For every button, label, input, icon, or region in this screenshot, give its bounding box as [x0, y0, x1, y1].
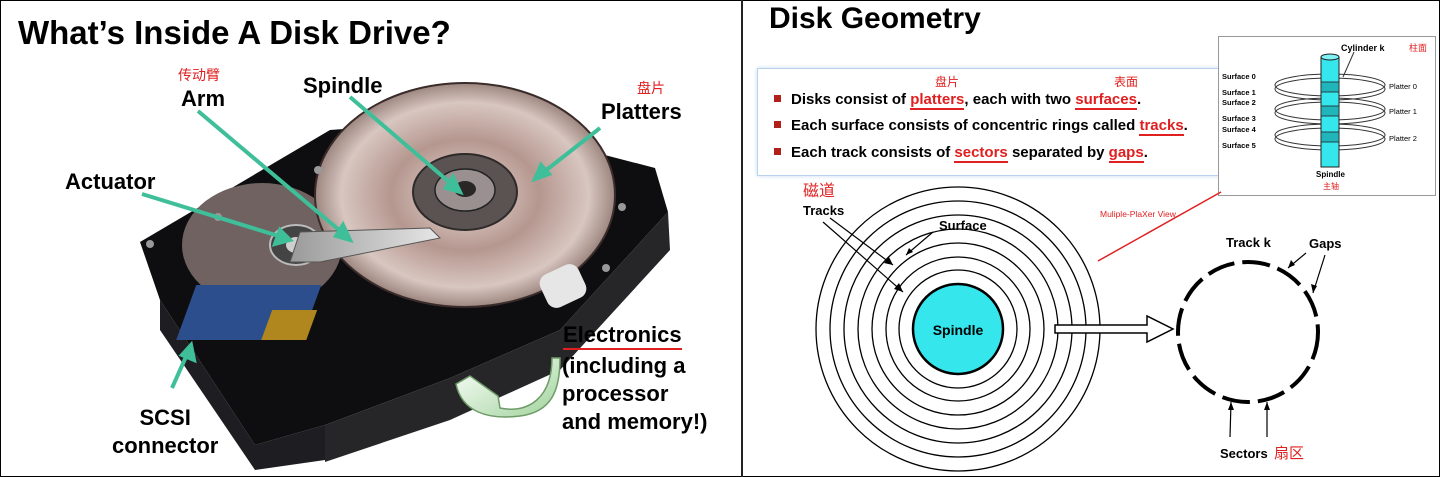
inset-spindle-cn-label: 主轴 — [1323, 181, 1339, 191]
bullet-text: separated by — [1007, 144, 1109, 161]
sectors-cn-label: 扇区 — [1274, 445, 1304, 462]
bullet-square — [774, 95, 781, 102]
scsi-line-1: SCSI — [139, 405, 191, 430]
track-k-label: Track k — [1226, 235, 1272, 250]
left-title: What’s Inside A Disk Drive? — [18, 14, 451, 51]
surface-4-label: Surface 4 — [1222, 125, 1257, 134]
bullet-text: . — [1136, 91, 1142, 108]
term-tracks: tracks — [1139, 117, 1184, 136]
surfaces-cn-note: 表面 — [1114, 75, 1139, 89]
electronics-arrow — [455, 357, 561, 418]
electronics-description: (including a processor and memory!) — [562, 352, 707, 436]
bullet-square — [774, 121, 781, 128]
inset-spindle-label: Spindle — [1316, 170, 1345, 179]
bullet-text: Disks consist of — [791, 91, 911, 108]
inset-spindle-top — [1320, 53, 1340, 61]
bullet-platters: Disks consist of platters, each with two… — [774, 91, 1142, 110]
panel-divider — [741, 0, 743, 477]
right-title: Disk Geometry — [769, 2, 981, 35]
pcb-chip — [261, 310, 318, 340]
electronics-line-3: and memory!) — [562, 409, 708, 434]
bullet-text: Each surface consists of concentric ring… — [791, 117, 1140, 134]
track-rings — [815, 186, 1101, 472]
cylinder-pointer — [1342, 51, 1355, 78]
tracks-label: Tracks — [803, 203, 844, 218]
bullet-box: 盘片 表面 Disks consist of platters, each wi… — [757, 68, 1225, 176]
actuator-chamber — [182, 183, 342, 307]
platters-cn-note: 盘片 — [935, 75, 960, 89]
drive-front — [325, 212, 670, 462]
arm-label: Arm — [181, 86, 226, 111]
tracks-pointer-2 — [822, 221, 904, 293]
main-spindle-label: Spindle — [933, 322, 984, 338]
multiple-platter-inset: Cylinder k 柱面 Surface 0 Surface 1 Surfac… — [1218, 36, 1436, 196]
platters-label: Platters — [601, 99, 682, 124]
actuator-label: Actuator — [65, 169, 156, 194]
scsi-label: SCSI connector — [112, 404, 218, 460]
track-arrow — [1054, 314, 1175, 344]
electronics-line-1: (including a — [562, 353, 686, 378]
drive-side — [160, 300, 325, 470]
bullet-text: . — [1143, 144, 1148, 161]
white-label — [539, 264, 587, 308]
term-gaps: gaps — [1108, 144, 1144, 163]
disk-drive-illustration — [140, 82, 670, 470]
multiple-view-label: Muliple-PlaXer View — [1100, 209, 1177, 219]
arm-shape — [289, 227, 442, 263]
scsi-pointer-head — [178, 340, 197, 364]
platter-2-label: Platter 2 — [1389, 134, 1417, 143]
tracks-cn-label: 磁道 — [803, 182, 835, 200]
track-k-circle — [1176, 260, 1320, 404]
bullet-square — [774, 148, 781, 155]
platters-pointer-head — [531, 161, 553, 183]
sectors-label: Sectors — [1220, 446, 1268, 461]
gaps-label: Gaps — [1309, 236, 1342, 251]
surface-label: Surface — [939, 218, 987, 233]
arm-cn-label: 传动臂 — [178, 67, 220, 83]
surface-0-label: Surface 0 — [1222, 72, 1256, 81]
spindle-label: Spindle — [303, 73, 383, 98]
bullet-tracks: Each surface consists of concentric ring… — [774, 117, 1188, 136]
bullet-text: . — [1183, 117, 1188, 134]
platter-stack-diagram: Cylinder k 柱面 Surface 0 Surface 1 Surfac… — [1222, 42, 1427, 191]
scsi-line-2: connector — [112, 433, 219, 458]
arm-pointer-head — [332, 220, 354, 244]
spindle-pointer-head — [442, 172, 464, 196]
term-surfaces: surfaces — [1075, 91, 1137, 110]
tracks-pointer-1 — [829, 217, 894, 266]
spindle-pointer — [348, 95, 457, 189]
cylinder-cn-label: 柱面 — [1409, 42, 1427, 53]
term-platters: platters — [910, 91, 965, 110]
surface-5-label: Surface 5 — [1222, 141, 1256, 150]
cylinder-label: Cylinder k — [1341, 43, 1386, 53]
surface-3-label: Surface 3 — [1222, 114, 1256, 123]
platter-0-label: Platter 0 — [1389, 82, 1417, 91]
actuator-pointer — [141, 192, 286, 240]
bullet-text: Each track consists of — [791, 144, 955, 161]
surface-1-label: Surface 1 — [1222, 88, 1256, 97]
arm-pointer — [196, 109, 347, 237]
electronics-line-2: processor — [562, 381, 669, 406]
main-spindle — [911, 282, 1005, 376]
platter-1-label: Platter 1 — [1389, 107, 1417, 116]
term-sectors: sectors — [954, 144, 1008, 163]
surface-2-label: Surface 2 — [1222, 98, 1256, 107]
multiple-view-line — [1097, 191, 1222, 262]
bullet-sectors: Each track consists of sectors separated… — [774, 144, 1148, 163]
disk-geometry-diagram: Spindle Muliple-PlaXer View 磁道 Tracks Su… — [803, 182, 1342, 472]
platters-cn-label: 盘片 — [637, 80, 665, 96]
electronics-label: Electronics — [563, 322, 682, 350]
bullet-text: , each with two — [964, 91, 1076, 108]
actuator-pointer-head — [271, 226, 294, 247]
platters-pointer — [538, 126, 602, 177]
